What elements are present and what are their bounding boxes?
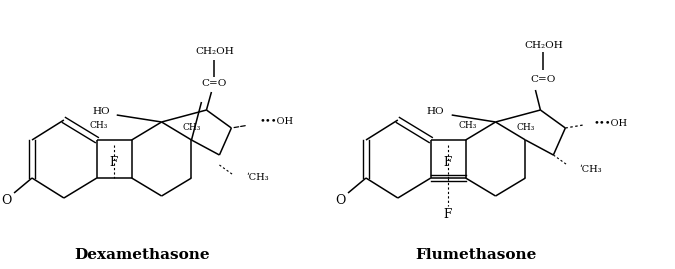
Text: O: O (335, 193, 345, 207)
Text: O: O (1, 193, 11, 207)
Text: CH₂OH: CH₂OH (195, 48, 234, 56)
Text: C=O: C=O (202, 79, 227, 87)
Text: HO: HO (92, 108, 110, 116)
Text: HO: HO (426, 108, 443, 116)
Text: CH₂OH: CH₂OH (524, 41, 563, 49)
Text: Flumethasone: Flumethasone (415, 248, 537, 262)
Text: •••OH: •••OH (593, 119, 627, 128)
Text: CH₃: CH₃ (458, 121, 477, 129)
Text: CH₃: CH₃ (182, 123, 200, 133)
Text: •••OH: •••OH (259, 118, 294, 126)
Text: ʹCH₃: ʹCH₃ (579, 165, 602, 174)
Text: ʹCH₃: ʹCH₃ (246, 174, 269, 182)
Text: CH₃: CH₃ (90, 121, 108, 129)
Text: C=O: C=O (531, 76, 556, 84)
Text: F: F (443, 155, 452, 168)
Text: F: F (443, 208, 452, 221)
Text: F: F (109, 155, 118, 168)
Text: CH₃: CH₃ (516, 123, 535, 133)
Text: Dexamethasone: Dexamethasone (74, 248, 209, 262)
